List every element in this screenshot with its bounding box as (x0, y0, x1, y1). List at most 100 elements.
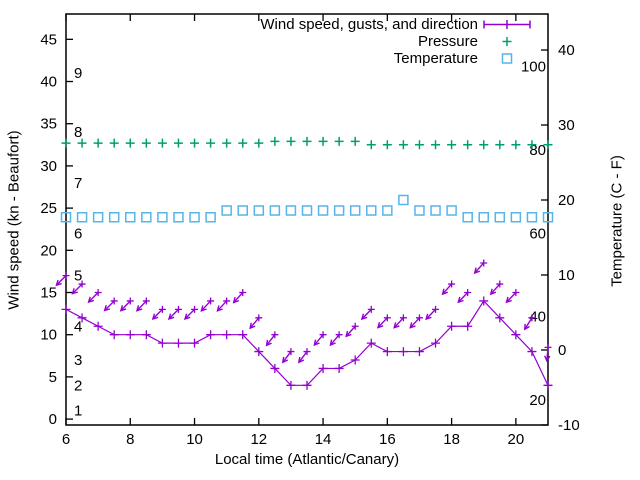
gust-arrow-head (489, 288, 497, 296)
temperature-point (478, 212, 489, 223)
legend-item-pressure: Pressure (0, 33, 546, 50)
beaufort-scale-label: 3 (74, 352, 82, 369)
wind-line-sample-icon (483, 20, 531, 29)
beaufort-scale-label: 1 (74, 403, 82, 420)
beaufort-scale-label: 7 (74, 175, 82, 192)
wind-speed-point (77, 313, 87, 323)
gust-arrow-head (329, 339, 336, 347)
pressure-point (254, 138, 264, 148)
temperature-point (446, 205, 457, 216)
pressure-point (398, 140, 408, 150)
wind-speed-point (479, 296, 489, 306)
pressure-point (382, 140, 392, 150)
legend-label-pressure: Pressure (417, 33, 478, 50)
wind-speed-point (543, 380, 553, 390)
gust-arrow-head (409, 322, 416, 329)
wind-speed-point (366, 338, 376, 348)
pressure-point (238, 138, 248, 148)
gust-arrow-shaft (474, 262, 485, 274)
temperature-square-sample-icon (501, 53, 513, 64)
temperature-point (253, 205, 265, 216)
wind-speed-point (206, 330, 216, 340)
wind-speed-point (286, 380, 296, 390)
temperature-point (510, 212, 522, 223)
gust-arrow-shaft (88, 292, 99, 303)
temperature-point (317, 205, 329, 216)
x-tick-label: 20 (508, 431, 525, 448)
beaufort-scale-label: 4 (74, 318, 82, 335)
gust-point (142, 297, 150, 305)
wind-speed-point (447, 321, 457, 331)
x-tick-label: 10 (186, 431, 203, 448)
wind-speed-point (238, 330, 248, 340)
gust-arrow-shaft (313, 334, 324, 346)
gust-arrow-head (473, 267, 481, 275)
plot-frame (65, 13, 549, 426)
temperature-point (430, 205, 441, 216)
temperature-point (189, 212, 200, 223)
beaufort-scale-label: 2 (74, 377, 82, 394)
gust-arrow-head (55, 279, 62, 287)
wind-speed-point (157, 338, 167, 348)
gust-arrow-head (265, 339, 272, 347)
gust-arrow-head (313, 339, 320, 347)
wind-speed-point (382, 347, 392, 357)
wind-speed-point (270, 363, 280, 373)
gust-arrow-shaft (377, 317, 388, 329)
gust-point (255, 314, 263, 322)
pressure-point (527, 140, 537, 150)
pressure-plus-sample-icon (502, 37, 512, 46)
wind-speed-point (254, 347, 264, 357)
gust-arrow-head (297, 356, 305, 364)
gust-arrow-shaft (409, 317, 420, 329)
temperature-point (157, 212, 168, 223)
wind-speed-point (334, 363, 344, 373)
gust-arrow-shaft (55, 275, 67, 286)
gust-arrow-shaft (329, 334, 340, 346)
y-left-tick-label: 25 (40, 200, 57, 217)
pressure-point (350, 136, 360, 146)
gust-arrow-head (505, 296, 512, 304)
wind-speed-point (93, 321, 103, 331)
gust-point (399, 314, 407, 322)
gust-arrow-head (167, 313, 175, 320)
temperature-point (108, 212, 120, 223)
gust-arrow-shaft (490, 283, 501, 295)
gust-arrow-head (135, 305, 143, 312)
gust-arrow-shaft (298, 351, 308, 363)
wind-speed-point (511, 330, 521, 340)
wind-speed-point (527, 347, 537, 357)
y-left-tick-label: 40 (40, 74, 57, 91)
gust-arrow-head (249, 322, 256, 330)
wind-speed-point (463, 321, 473, 331)
gust-arrow-head (544, 355, 551, 363)
wind-speed-point (125, 330, 135, 340)
legend-label-temperature: Temperature (393, 50, 478, 67)
fahrenheit-scale-label: 20 (529, 392, 546, 409)
y-right-tick-label: 40 (558, 42, 575, 59)
y-left-tick-label: 35 (40, 116, 57, 133)
gust-arrow-head (119, 305, 127, 312)
temperature-point (237, 205, 248, 216)
y-right-tick-label: 10 (558, 267, 575, 284)
wind-speed-point (495, 313, 505, 323)
gust-arrow-head (232, 297, 240, 304)
gust-arrow-shaft (425, 308, 437, 320)
temperature-point (526, 212, 538, 223)
gust-arrow-shaft (120, 300, 131, 312)
x-axis-label: Local time (Atlantic/Canary) (214, 451, 400, 468)
pressure-point (157, 138, 167, 148)
legend-item-wind: Wind speed, gusts, and direction (0, 16, 546, 33)
temperature-point (382, 205, 393, 216)
gust-arrow-shaft (505, 292, 517, 303)
pressure-point (222, 138, 232, 148)
gust-point (528, 314, 536, 322)
gust-arrow-head (523, 323, 530, 331)
y-right-tick-label: 30 (558, 117, 575, 134)
gust-arrow-head (345, 330, 352, 338)
y-left-axis-label: Wind speed (kn - Beaufort) (5, 130, 23, 310)
wind-speed-point (109, 330, 119, 340)
gust-arrow-shaft (200, 300, 212, 312)
